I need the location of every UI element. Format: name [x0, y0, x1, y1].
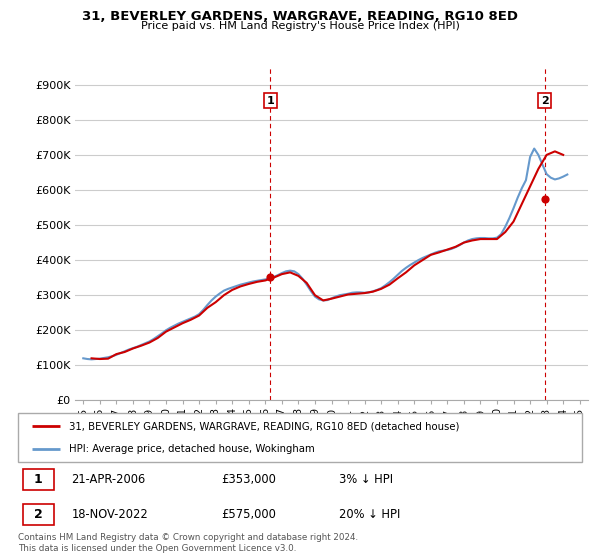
FancyBboxPatch shape: [23, 469, 53, 490]
Text: 18-NOV-2022: 18-NOV-2022: [71, 508, 148, 521]
FancyBboxPatch shape: [18, 413, 582, 462]
Text: 1: 1: [266, 96, 274, 105]
Text: £353,000: £353,000: [221, 473, 276, 486]
Point: [266, 272, 275, 281]
Text: 21-APR-2006: 21-APR-2006: [71, 473, 146, 486]
Text: 31, BEVERLEY GARDENS, WARGRAVE, READING, RG10 8ED: 31, BEVERLEY GARDENS, WARGRAVE, READING,…: [82, 10, 518, 23]
Text: 31, BEVERLEY GARDENS, WARGRAVE, READING, RG10 8ED (detached house): 31, BEVERLEY GARDENS, WARGRAVE, READING,…: [69, 421, 459, 431]
Text: £575,000: £575,000: [221, 508, 276, 521]
Text: Contains HM Land Registry data © Crown copyright and database right 2024.
This d: Contains HM Land Registry data © Crown c…: [18, 533, 358, 553]
Text: 1: 1: [34, 473, 43, 486]
Text: Price paid vs. HM Land Registry's House Price Index (HPI): Price paid vs. HM Land Registry's House …: [140, 21, 460, 31]
Text: 3% ↓ HPI: 3% ↓ HPI: [340, 473, 394, 486]
Text: 2: 2: [34, 508, 43, 521]
Point: [540, 194, 550, 203]
Text: 2: 2: [541, 96, 548, 105]
Text: 20% ↓ HPI: 20% ↓ HPI: [340, 508, 401, 521]
Text: HPI: Average price, detached house, Wokingham: HPI: Average price, detached house, Woki…: [69, 444, 314, 454]
FancyBboxPatch shape: [23, 504, 53, 525]
